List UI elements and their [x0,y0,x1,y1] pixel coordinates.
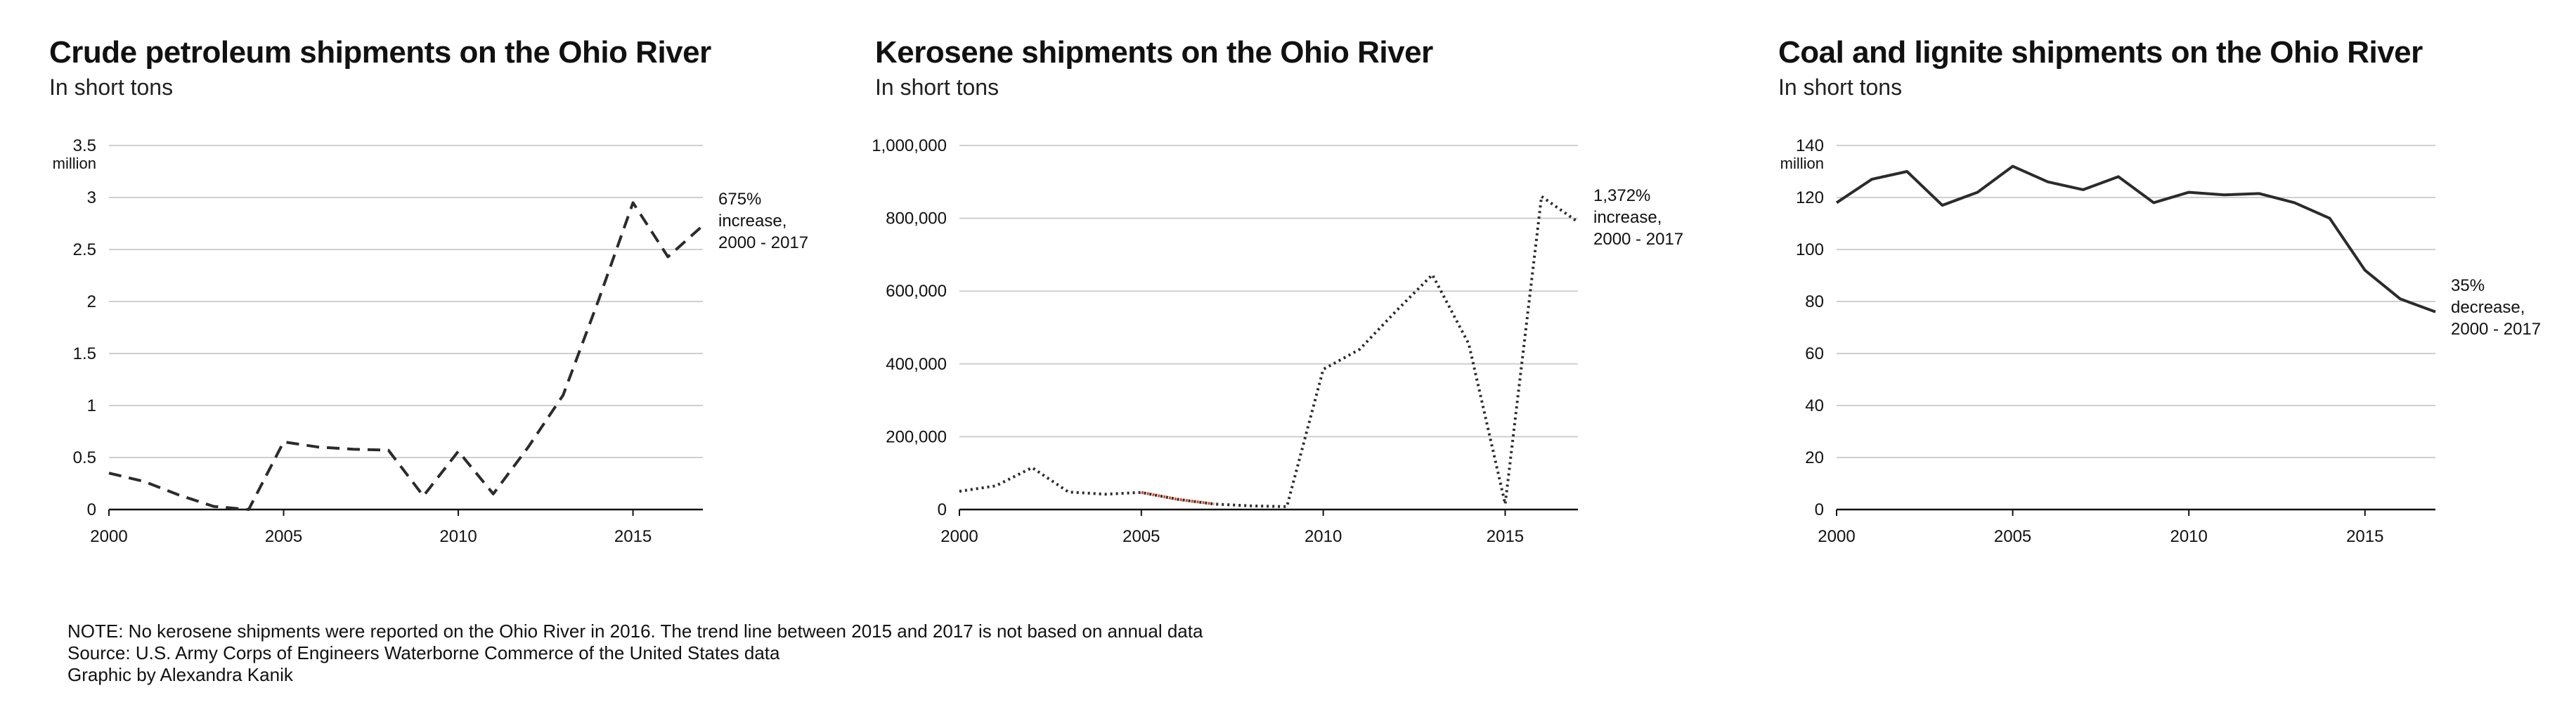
change-annotation: 2000 - 2017 [2451,320,2541,339]
footer-credit: Graphic by Alexandra Kanik [67,664,293,685]
y-tick-label: 1 [87,396,96,415]
footer-source: Source: U.S. Army Corps of Engineers Wat… [67,642,780,663]
chart-title: Kerosene shipments on the Ohio River [875,35,1433,70]
change-annotation: 1,372% [1593,186,1650,205]
y-tick-label: 80 [1805,292,1824,311]
change-annotation: 2000 - 2017 [1593,230,1683,249]
y-tick-label: 0 [87,500,96,519]
y-tick-label: 120 [1796,188,1824,207]
y-unit-label: million [1780,155,1824,172]
y-tick-label: 100 [1796,240,1824,259]
x-tick-label: 2010 [439,527,477,546]
series-line [959,195,1579,508]
x-tick-label: 2005 [1994,527,2031,546]
y-tick-label: 1.5 [73,344,96,363]
x-tick-label: 2015 [2346,527,2383,546]
change-annotation: 2000 - 2017 [718,233,808,252]
y-tick-label: 600,000 [886,282,947,301]
footer-note: NOTE: No kerosene shipments were reporte… [67,621,1203,642]
change-annotation: 675% [718,190,761,209]
change-annotation: decrease, [2451,298,2525,317]
y-tick-label: 0.5 [73,448,96,467]
y-tick-label: 0 [938,500,947,519]
y-tick-label: 200,000 [886,427,947,446]
y-tick-label: 60 [1805,344,1824,363]
series-line [108,201,704,511]
x-tick-label: 2015 [614,527,652,546]
y-tick-label: 40 [1805,396,1824,415]
x-tick-label: 2005 [1122,527,1160,546]
footer-notes: NOTE: No kerosene shipments were reporte… [67,621,1203,686]
series-line [1835,164,2436,313]
y-tick-label: 20 [1805,448,1824,467]
y-tick-label: 1,000,000 [872,136,947,155]
x-tick-label: 2015 [1487,527,1524,546]
x-tick-label: 2010 [1305,527,1342,546]
chart-subtitle: In short tons [875,74,999,100]
series-line-highlight [1141,491,1215,506]
y-tick-label: 0 [1815,500,1824,519]
change-annotation: increase, [1593,208,1662,227]
y-unit-label: million [53,155,96,172]
change-annotation: 35% [2451,276,2485,295]
y-tick-label: 2 [87,292,96,311]
chart-plot-kerosene: 0 200,000 400,000 600,000 800,000 1,000,000 20… [872,136,1683,546]
y-tick-label: 3 [87,188,96,207]
y-tick-label: 3.5 [73,136,96,155]
change-annotation: increase, [718,212,787,231]
x-tick-label: 2000 [90,527,127,546]
chart-subtitle: In short tons [1778,74,1903,100]
y-tick-label: 400,000 [886,355,947,374]
x-tick-label: 2000 [940,527,978,546]
y-tick-label: 140 [1796,136,1824,155]
chart-panel-crude-petroleum: Crude petroleum shipments on the Ohio Ri… [49,0,879,597]
x-tick-label: 2000 [1818,527,1855,546]
chart-title: Crude petroleum shipments on the Ohio Ri… [49,35,711,70]
chart-subtitle: In short tons [49,74,174,100]
chart-panel-coal-lignite: Coal and lignite shipments on the Ohio R… [1778,0,2576,597]
x-tick-label: 2005 [265,527,302,546]
chart-title: Coal and lignite shipments on the Ohio R… [1778,35,2423,70]
y-tick-label: 2.5 [73,240,96,259]
x-tick-label: 2010 [2170,527,2207,546]
chart-panel-kerosene: Kerosene shipments on the Ohio River In … [872,0,1704,597]
y-tick-label: 800,000 [886,209,947,228]
